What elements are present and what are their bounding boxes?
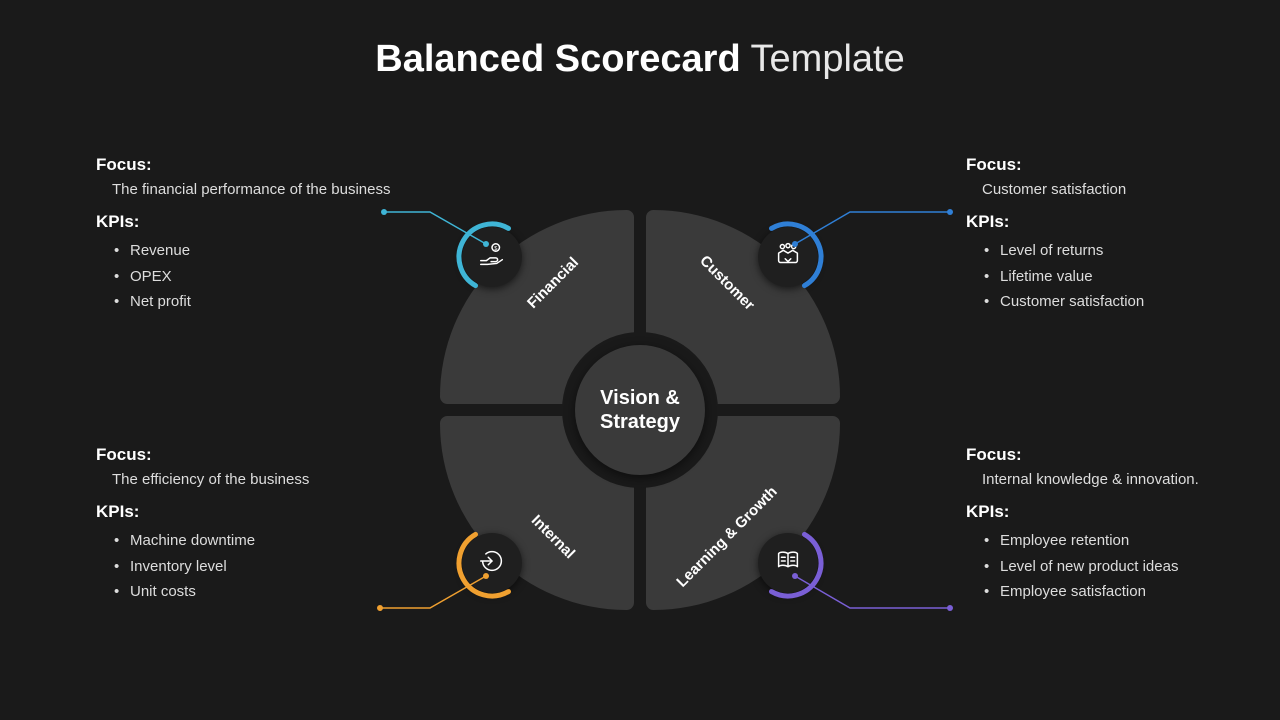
financial-kpi-list: RevenueOPEXNet profit (114, 238, 396, 315)
learning-icon-badge (758, 533, 818, 593)
internal-block: Focus: The efficiency of the business KP… (96, 445, 396, 605)
focus-heading: Focus: (96, 155, 396, 175)
learning-kpi-item: Level of new product ideas (984, 554, 1266, 580)
customer-kpi-item: Customer satisfaction (984, 289, 1266, 315)
customer-focus-text: Customer satisfaction (982, 181, 1266, 198)
hand-dollar-icon: $ (477, 240, 507, 275)
kpis-heading: KPIs: (96, 502, 396, 522)
focus-heading: Focus: (96, 445, 396, 465)
internal-kpi-list: Machine downtimeInventory levelUnit cost… (114, 528, 396, 605)
financial-kpi-item: Revenue (114, 238, 396, 264)
learning-kpi-list: Employee retentionLevel of new product i… (984, 528, 1266, 605)
learning-kpi-item: Employee satisfaction (984, 579, 1266, 605)
financial-kpi-item: OPEX (114, 264, 396, 290)
kpis-heading: KPIs: (96, 212, 396, 232)
focus-heading: Focus: (966, 155, 1266, 175)
learning-kpi-item: Employee retention (984, 528, 1266, 554)
book-icon (773, 546, 803, 581)
financial-kpi-item: Net profit (114, 289, 396, 315)
internal-kpi-item: Inventory level (114, 554, 396, 580)
learning-block: Focus: Internal knowledge & innovation. … (966, 445, 1266, 605)
financial-icon-badge: $ (462, 227, 522, 287)
customer-kpi-list: Level of returnsLifetime valueCustomer s… (984, 238, 1266, 315)
customer-kpi-item: Lifetime value (984, 264, 1266, 290)
kpis-heading: KPIs: (966, 212, 1266, 232)
diagram-stage: Vision & Strategy$Financial Focus: The f… (0, 0, 1280, 720)
cycle-in-icon (477, 546, 507, 581)
internal-kpi-item: Machine downtime (114, 528, 396, 554)
internal-focus-text: The efficiency of the business (112, 471, 396, 488)
financial-block: Focus: The financial performance of the … (96, 155, 396, 315)
internal-icon-badge (462, 533, 522, 593)
customer-kpi-item: Level of returns (984, 238, 1266, 264)
internal-kpi-item: Unit costs (114, 579, 396, 605)
handshake-icon (773, 240, 803, 275)
financial-focus-text: The financial performance of the busines… (112, 181, 396, 198)
focus-heading: Focus: (966, 445, 1266, 465)
customer-icon-badge (758, 227, 818, 287)
center-circle: Vision & Strategy (575, 345, 705, 475)
learning-focus-text: Internal knowledge & innovation. (982, 471, 1266, 488)
kpis-heading: KPIs: (966, 502, 1266, 522)
customer-block: Focus: Customer satisfaction KPIs: Level… (966, 155, 1266, 315)
